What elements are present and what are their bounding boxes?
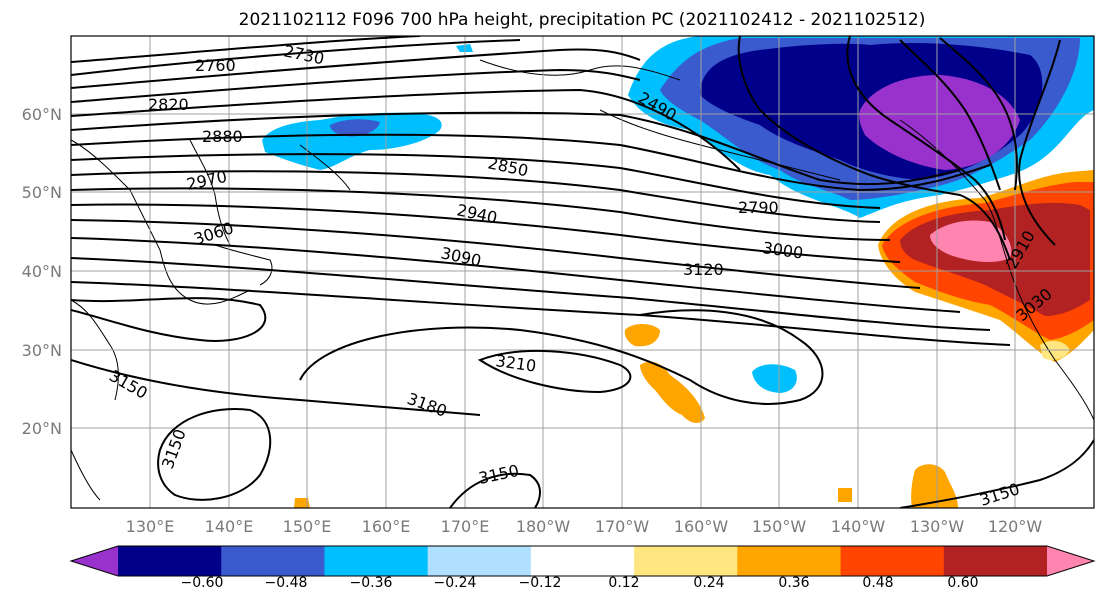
precip-positive-baja bbox=[911, 464, 958, 508]
lon-label: 130°E bbox=[126, 517, 175, 536]
lon-label: 150°E bbox=[283, 517, 332, 536]
contour-label: 2940 bbox=[455, 200, 499, 227]
contour-label: 3120 bbox=[683, 260, 724, 279]
colorbar-segment bbox=[427, 546, 532, 576]
colorbar-tick-label: 0.60 bbox=[947, 575, 978, 591]
lon-label: 140°E bbox=[205, 517, 254, 536]
contour-label: 2850 bbox=[486, 153, 530, 180]
colorbar-segment bbox=[324, 546, 429, 576]
lat-label: 40°N bbox=[22, 262, 62, 281]
map-title: 2021102112 F096 700 hPa height, precipit… bbox=[239, 10, 926, 30]
colorbar-tick-label: 0.24 bbox=[693, 575, 724, 591]
lat-label: 60°N bbox=[22, 105, 62, 124]
colorbar-tick-label: −0.48 bbox=[265, 575, 308, 591]
lon-label: 150°W bbox=[752, 517, 807, 536]
lon-label: 160°E bbox=[362, 517, 411, 536]
longitude-labels: 130°E 140°E 150°E 160°E 170°E 180°W 170°… bbox=[126, 517, 1043, 536]
contour-label: 2880 bbox=[202, 127, 243, 146]
contour-label: 3150 bbox=[158, 427, 190, 472]
graticule bbox=[71, 36, 1094, 508]
lat-label: 20°N bbox=[22, 419, 62, 438]
colorbar-extension-max bbox=[1047, 546, 1094, 576]
contour-label: 3150 bbox=[106, 366, 151, 403]
colorbar bbox=[69, 545, 1096, 577]
lat-label: 50°N bbox=[22, 183, 62, 202]
contour-label: 2790 bbox=[738, 198, 779, 217]
colorbar-segment bbox=[943, 546, 1048, 576]
contour-label: 3150 bbox=[477, 461, 521, 488]
colorbar-tick-label: −0.24 bbox=[434, 575, 477, 591]
precip-positive-hawaii-1 bbox=[624, 324, 660, 347]
lon-label: 180°W bbox=[516, 517, 571, 536]
colorbar-tick-label: 0.36 bbox=[778, 575, 809, 591]
lon-label: 130°W bbox=[910, 517, 965, 536]
colorbar-segment bbox=[737, 546, 842, 576]
colorbar-segment bbox=[634, 546, 738, 576]
colorbar-tick-label: −0.36 bbox=[350, 575, 393, 591]
colorbar-segment bbox=[118, 546, 222, 576]
coastlines bbox=[71, 59, 1094, 501]
colorbar-segment bbox=[530, 546, 635, 576]
precip-negative-hawaii-east bbox=[752, 364, 797, 393]
colorbar-tick-label: −0.12 bbox=[519, 575, 562, 591]
contour-label: 2820 bbox=[148, 95, 189, 114]
lat-label: 30°N bbox=[22, 341, 62, 360]
lon-label: 140°W bbox=[831, 517, 886, 536]
contour-label: 3180 bbox=[405, 389, 450, 421]
map-frame bbox=[70, 35, 1095, 509]
colorbar-tick-label: −0.60 bbox=[181, 575, 224, 591]
lon-label: 170°W bbox=[595, 517, 650, 536]
height-contours bbox=[71, 36, 1094, 508]
colorbar-tick-labels: −0.60 −0.48 −0.36 −0.24 −0.12 0.12 0.24 … bbox=[181, 575, 979, 591]
contour-label: 2730 bbox=[282, 41, 326, 68]
precip-positive-hawaii-2 bbox=[640, 361, 705, 424]
colorbar-tick-label: 0.48 bbox=[862, 575, 893, 591]
lon-label: 170°E bbox=[441, 517, 490, 536]
latitude-labels: 60°N 50°N 40°N 30°N 20°N bbox=[22, 105, 62, 438]
contour-label: 3090 bbox=[439, 243, 483, 270]
contour-label: 3000 bbox=[761, 238, 804, 262]
colorbar-tick-label: 0.12 bbox=[608, 575, 639, 591]
precip-positive-small-2 bbox=[294, 498, 310, 508]
colorbar-segment bbox=[840, 546, 945, 576]
contour-label: 2760 bbox=[195, 56, 236, 75]
map-area: 2730 2760 2820 2880 2970 3060 2850 2940 … bbox=[71, 36, 1094, 508]
lon-label: 120°W bbox=[988, 517, 1043, 536]
precip-positive-small-1 bbox=[838, 488, 852, 502]
precip-negative-kamchatka bbox=[262, 112, 442, 170]
colorbar-extension-min bbox=[71, 546, 118, 576]
colorbar-segment bbox=[221, 546, 325, 576]
colorbar-outline bbox=[69, 545, 1096, 577]
lon-label: 160°W bbox=[674, 517, 729, 536]
